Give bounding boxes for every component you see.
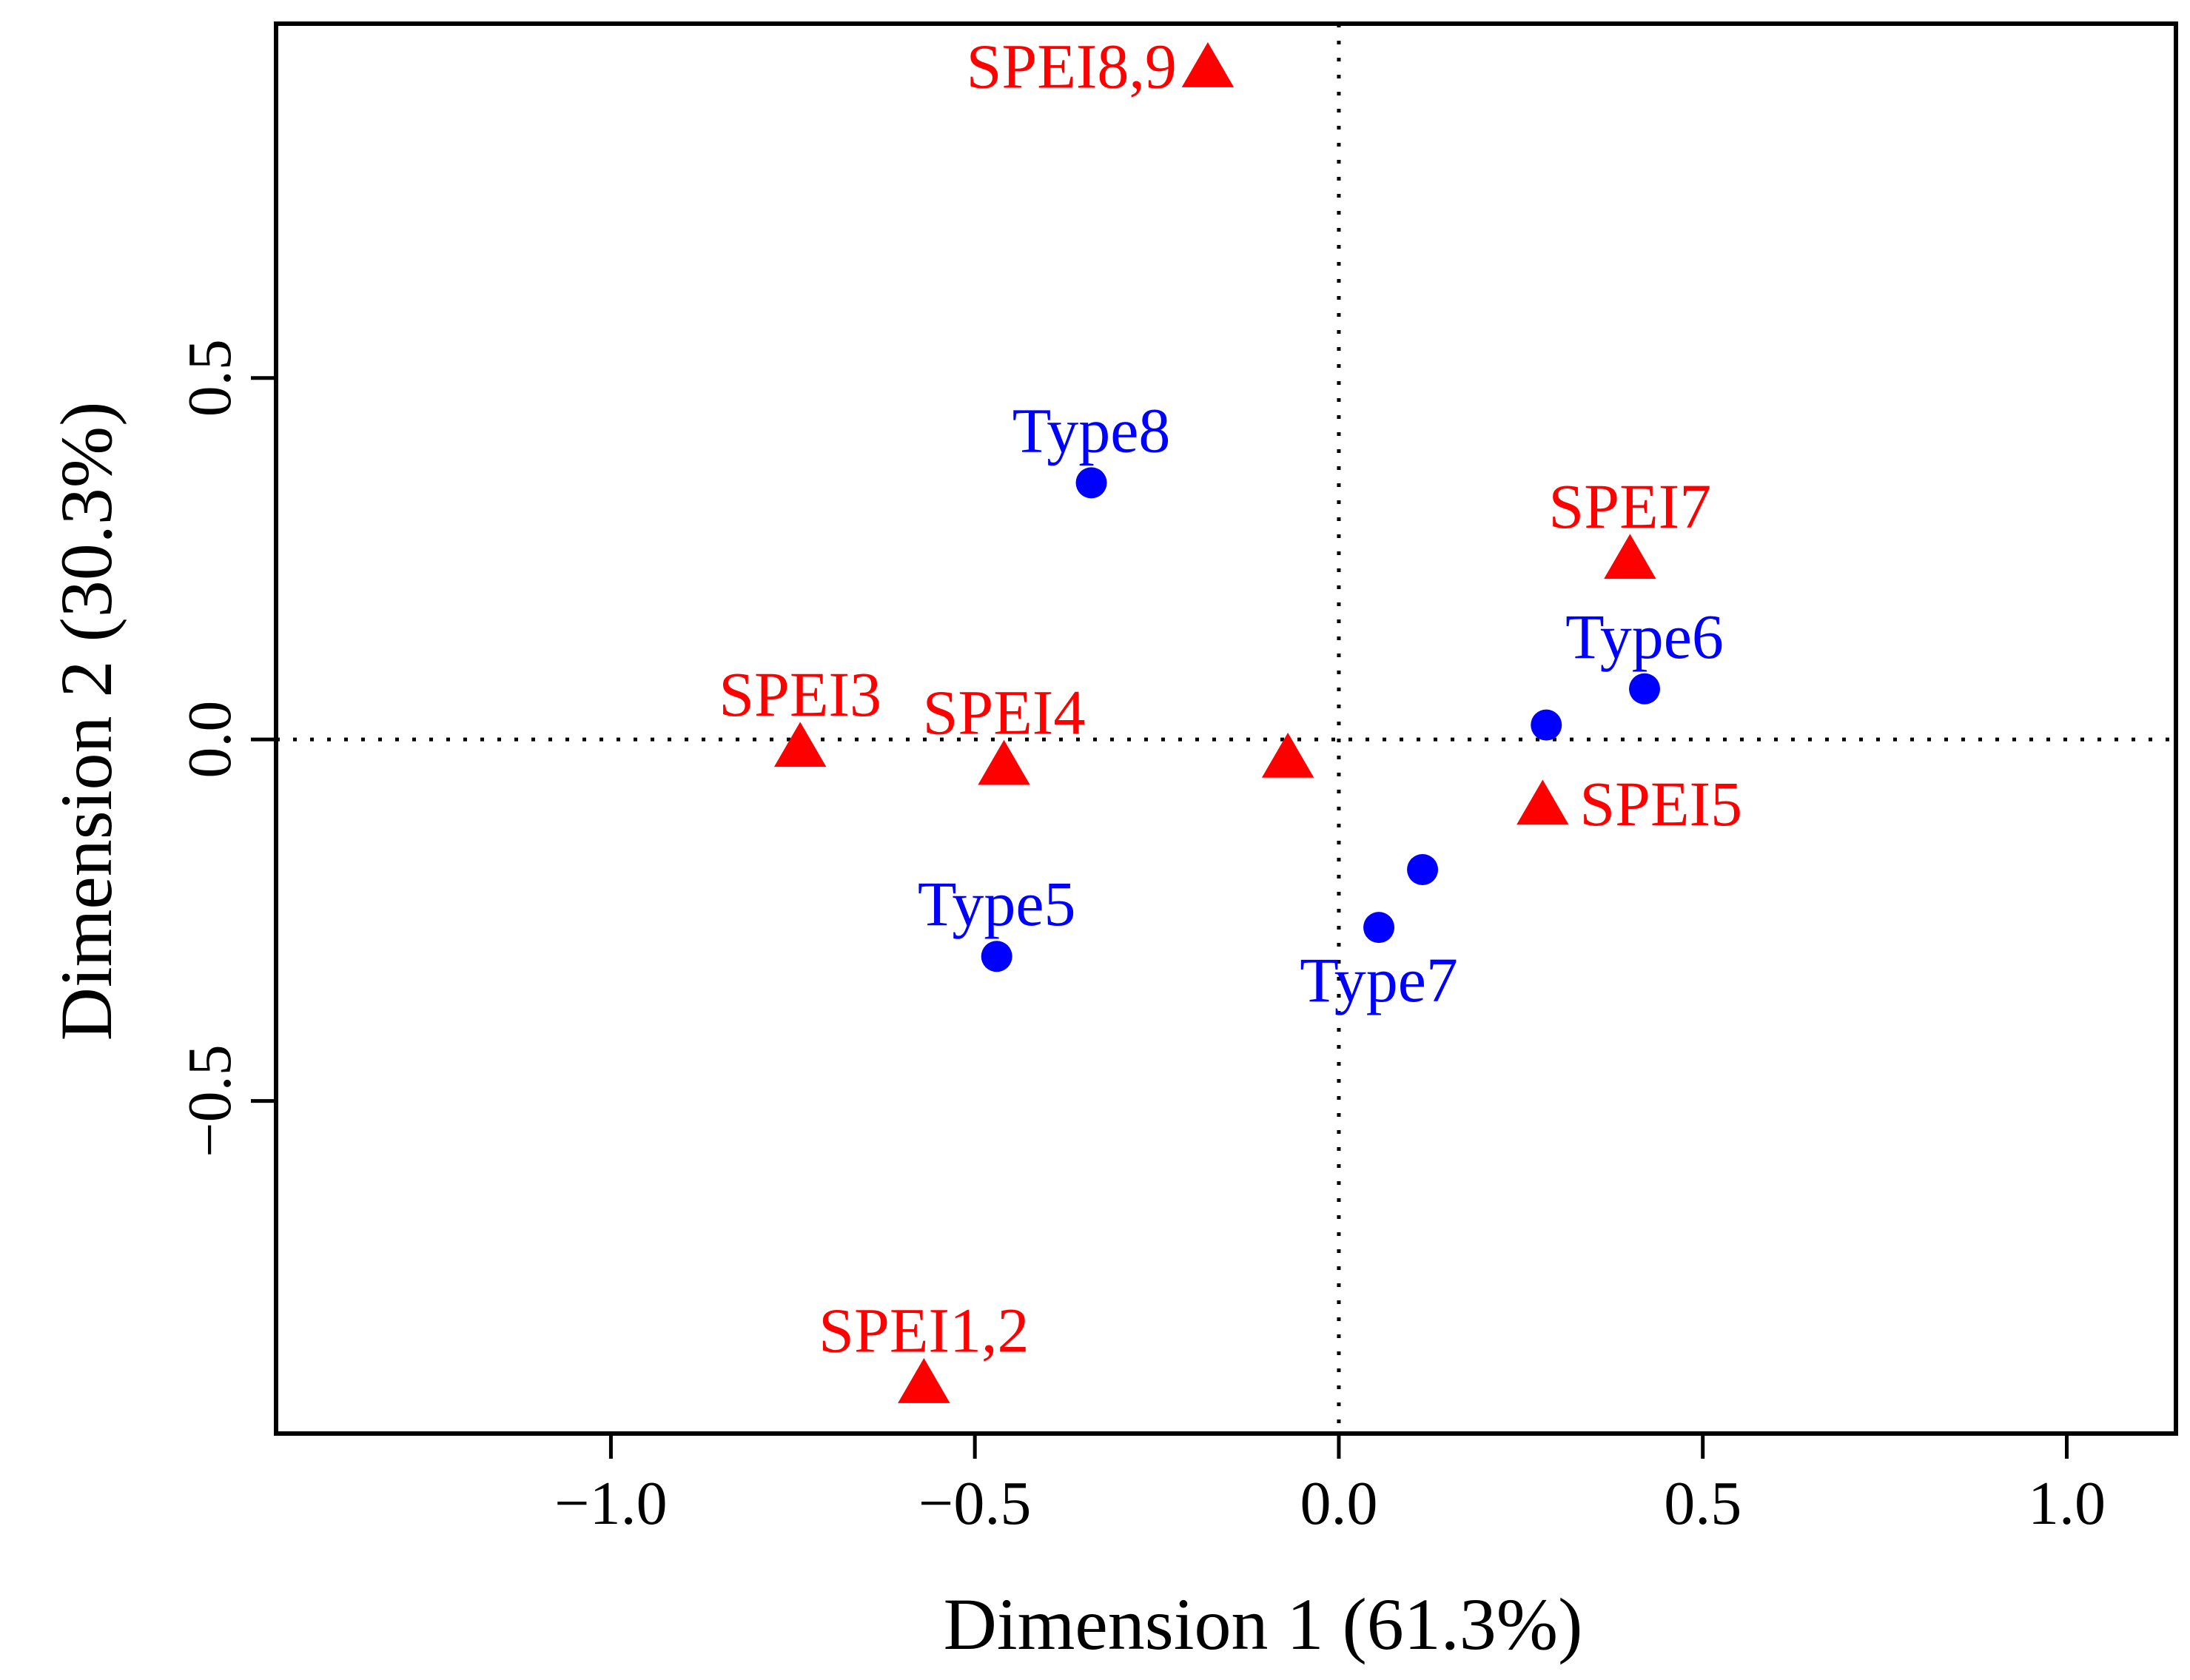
point-label: Type6 [1565,601,1724,672]
point-label: SPEI7 [1548,471,1711,542]
y-axis: −0.5 0.0 0.5 [175,339,276,1157]
point-label: Type5 [918,868,1076,939]
reference-lines [276,24,2176,1434]
type-circle-marker [1363,912,1395,944]
x-axis: −1.0 −0.5 0.0 0.5 1.0 [554,1434,2106,1538]
x-axis-title: Dimension 1 (61.3%) [944,1583,1583,1665]
point-label: Type8 [1012,394,1171,466]
type-circle-marker [1407,854,1439,885]
type-circle-marker [1629,673,1661,705]
y-tick-label: −0.5 [175,1044,244,1157]
spei-triangle-marker [1516,779,1569,825]
x-tick-label: −0.5 [918,1469,1031,1538]
point-label: SPEI5 [1579,768,1742,839]
type-circle-marker [1531,709,1562,741]
type-circle-marker [1075,467,1107,499]
point-label: SPEI4 [923,676,1086,747]
plot-frame [274,21,2178,1436]
y-tick-label: 0.0 [175,701,244,779]
x-tick-label: −1.0 [554,1469,667,1538]
x-tick-label: 0.0 [1300,1469,1377,1538]
y-tick-label: 0.5 [175,339,244,417]
x-tick-label: 1.0 [2028,1469,2106,1538]
spei-triangle-marker [1261,732,1314,778]
spei-triangle-marker [1604,534,1656,579]
spei-triangle-marker [898,1358,950,1403]
spei-triangle-marker [773,722,827,767]
x-tick-label: 0.5 [1664,1469,1741,1538]
point-label: SPEI1,2 [819,1295,1029,1366]
type-circle-marker [981,941,1012,972]
point-label: Type7 [1300,944,1458,1015]
point-label: SPEI8,9 [967,31,1177,102]
y-axis-title: Dimension 2 (30.3%) [45,402,127,1041]
spei-triangle-marker [978,739,1030,785]
data-marks [773,42,1661,1403]
data-labels: SPEI8,9 SPEI7 SPEI3 SPEI4 SPEI5 SPEI1,2 Type8 T… [719,31,1742,1366]
spei-triangle-marker [1181,42,1235,87]
point-label: SPEI3 [719,659,881,730]
